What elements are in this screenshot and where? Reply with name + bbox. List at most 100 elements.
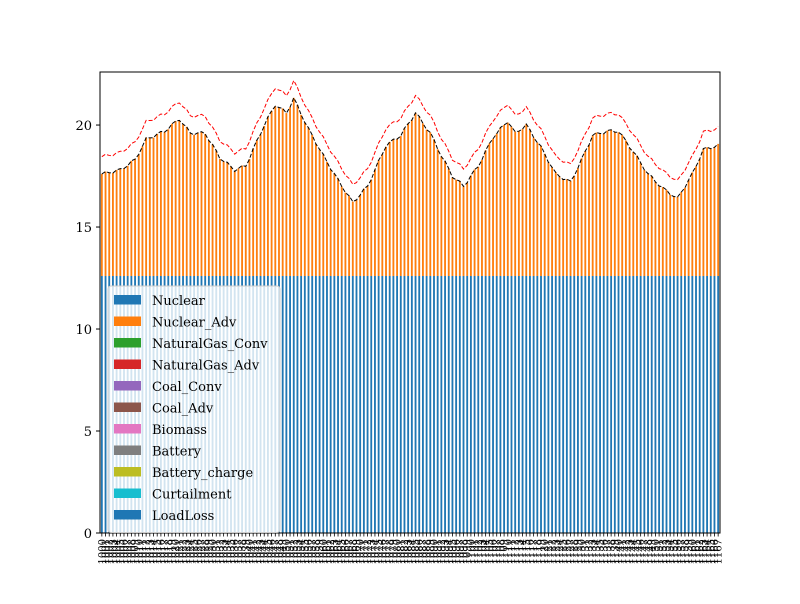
bar-nuclear-adv [492,138,494,276]
x-tick-label: 1021 [175,539,186,564]
bar-nuclear-adv [385,146,387,276]
x-tick-label: 1102 [474,539,485,564]
x-tick-label: 1008 [127,539,138,564]
bar-nuclear [610,275,613,533]
bar-nuclear [573,275,576,533]
bar-nuclear-adv [174,121,177,276]
bar-nuclear-adv [447,168,450,276]
legend-label: Nuclear [152,294,206,309]
x-tick-label: 1083 [404,539,415,564]
x-tick-label: 1026 [193,539,204,564]
bar-nuclear-adv [196,132,199,276]
bar-nuclear-adv [429,132,432,276]
bar-nuclear [344,275,347,533]
bar-nuclear-adv [477,166,480,276]
bar-nuclear-adv [425,129,428,276]
bar-nuclear-adv [189,133,192,276]
x-tick-label: 1058 [311,539,322,564]
x-tick-labels: 1000100110021003100410051006100710081009… [97,539,724,564]
bar-nuclear-adv [266,116,269,276]
bar-nuclear [285,275,288,533]
bar-nuclear-adv [466,182,469,276]
x-tick-label: 1146 [636,539,647,564]
bar-nuclear-adv [713,147,716,276]
bar-nuclear [588,275,590,533]
bar-nuclear-adv [377,160,380,276]
legend: Nuclear Nuclear_Adv NaturalGas_Conv Natural… [107,285,281,533]
x-tick-label: 1087 [418,539,429,564]
bar-nuclear-adv [230,166,232,276]
bar-nuclear-adv [252,148,255,276]
bar-nuclear-adv [414,112,417,276]
bar-nuclear-adv [163,132,166,276]
x-tick-label: 1141 [618,539,629,564]
bar-nuclear-adv [156,133,159,276]
bar-nuclear-adv [211,144,214,276]
bar-nuclear-adv [148,137,151,276]
x-tick-label: 1167 [714,539,725,564]
bar-nuclear [458,275,461,533]
x-tick-label: 1090 [429,539,440,564]
bar-nuclear-adv [374,169,376,276]
x-tick-label: 1065 [337,539,348,564]
bar-nuclear-adv [152,137,155,276]
bar-nuclear [706,275,709,533]
x-tick-label: 1040 [245,539,256,564]
x-tick-label: 1069 [352,539,363,564]
legend-box [107,285,281,533]
bar-nuclear [473,275,476,533]
x-tick-label: 1113 [514,539,525,564]
bar-nuclear-adv [658,185,661,276]
bar-nuclear-adv [599,133,601,276]
legend-label: NaturalGas_Conv [152,337,268,352]
x-tick-label: 1015 [153,539,164,564]
x-tick-label: 1165 [706,539,717,564]
bar-nuclear [698,275,701,533]
bar-nuclear [554,275,557,533]
bar-nuclear-adv [355,199,358,276]
bar-nuclear [484,275,487,533]
legend-swatch [114,338,141,348]
bar-nuclear [337,275,339,533]
bar-nuclear-adv [717,143,720,276]
x-tick-label: 1115 [522,539,533,564]
bar-nuclear [421,275,424,533]
legend-swatch [114,316,141,326]
x-tick-label: 1158 [680,539,691,564]
bar-nuclear-adv [171,123,173,276]
x-tick-label: 1122 [548,539,559,564]
x-tick-label: 1148 [644,539,655,564]
x-tick-label: 1080 [393,539,404,564]
bar-nuclear-adv [126,165,129,276]
x-tick-label: 1068 [348,539,359,564]
bar-nuclear-adv [178,120,181,276]
bar-nuclear-adv [543,153,546,276]
bar-nuclear [477,275,480,533]
bar-nuclear-adv [226,162,229,276]
bar-nuclear [717,275,720,533]
x-tick-label: 1150 [651,539,662,564]
bar-nuclear [370,275,373,533]
bar-nuclear-adv [289,107,291,276]
x-tick-label: 1138 [607,539,618,564]
bar-nuclear [462,275,465,533]
bar-nuclear-adv [344,192,347,276]
x-tick-label: 1067 [345,539,356,564]
x-tick-label: 1120 [540,539,551,564]
x-tick-label: 1116 [525,539,536,564]
y-tick-label: 10 [75,323,92,338]
bar-nuclear [576,275,579,533]
bar-nuclear-adv [370,179,373,276]
x-tick-label: 1073 [367,539,378,564]
bar-nuclear [569,275,572,533]
bar-nuclear [385,275,387,533]
x-tick-label: 1094 [444,539,455,564]
bar-nuclear-adv [326,161,328,276]
bar-nuclear-adv [521,129,524,276]
x-tick-label: 1023 [182,539,193,564]
bar-nuclear-adv [255,140,258,276]
bar-nuclear-adv [436,149,439,276]
bar-nuclear [599,275,601,533]
bar-nuclear [407,275,410,533]
